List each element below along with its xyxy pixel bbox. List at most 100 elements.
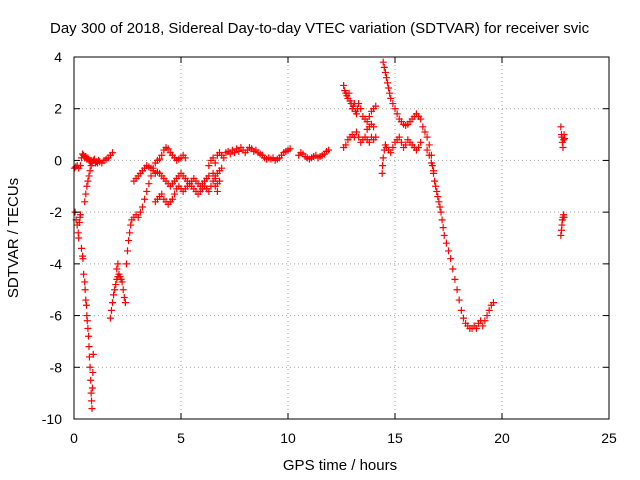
data-point <box>89 368 97 376</box>
data-point <box>181 154 189 162</box>
data-point <box>113 265 121 273</box>
data-point <box>559 144 567 151</box>
data-point <box>141 195 149 203</box>
data-point <box>231 149 238 157</box>
data-point <box>384 79 392 87</box>
data-point <box>85 172 93 180</box>
data-point <box>88 405 96 413</box>
data-point <box>87 389 95 397</box>
data-point <box>84 325 92 332</box>
data-point <box>483 312 491 320</box>
data-point <box>479 322 487 330</box>
data-point <box>112 281 120 289</box>
y-tick-label: -8 <box>50 359 63 375</box>
data-point <box>81 198 89 206</box>
data-point <box>119 286 127 294</box>
data-point <box>447 255 455 263</box>
data-point <box>87 162 95 170</box>
data-point <box>75 218 83 226</box>
data-point <box>421 128 429 136</box>
x-tick-label: 5 <box>177 430 185 446</box>
data-point <box>72 163 80 171</box>
data-point <box>386 89 394 97</box>
data-point <box>389 100 397 108</box>
data-point <box>85 332 93 340</box>
data-point <box>379 162 387 170</box>
data-point <box>158 190 166 198</box>
data-point <box>156 155 164 163</box>
data-point <box>87 376 95 384</box>
tick-labels: 0 5 10 15 20 25 -10 -8 -6 -4 -2 0 2 4 <box>42 49 617 446</box>
y-tick-label: 4 <box>54 49 62 65</box>
data-point <box>109 149 117 157</box>
data-point <box>79 255 87 263</box>
data-point <box>435 198 443 206</box>
data-points <box>70 58 568 413</box>
data-point <box>557 231 565 239</box>
data-point <box>381 69 389 77</box>
data-point <box>226 150 234 158</box>
data-point <box>438 216 446 224</box>
data-point <box>417 138 425 146</box>
data-point <box>145 180 153 188</box>
x-tick-label: 0 <box>70 430 78 446</box>
data-point <box>379 154 387 162</box>
data-point <box>560 134 568 142</box>
y-tick-label: 2 <box>54 101 62 117</box>
x-tick-label: 10 <box>280 430 296 446</box>
data-point <box>365 112 373 120</box>
data-point <box>143 187 151 195</box>
data-point <box>134 213 142 221</box>
data-point <box>88 384 96 392</box>
data-point <box>557 123 565 131</box>
data-point <box>235 147 243 155</box>
data-point <box>378 169 386 177</box>
data-point <box>147 172 155 180</box>
y-tick-label: -4 <box>50 256 63 272</box>
data-point <box>138 203 146 211</box>
data-point <box>205 162 213 170</box>
plot-frame <box>73 56 610 420</box>
data-point <box>395 133 403 141</box>
x-tick-label: 20 <box>494 430 510 446</box>
data-point <box>423 133 431 141</box>
data-point <box>432 182 440 190</box>
data-point <box>387 94 395 102</box>
data-point <box>449 265 457 273</box>
data-point <box>120 293 128 301</box>
data-point <box>391 105 399 113</box>
data-point <box>118 278 126 286</box>
data-point <box>121 299 129 307</box>
data-point <box>86 363 94 371</box>
data-point <box>365 138 373 146</box>
data-point <box>136 208 144 216</box>
data-point <box>439 224 447 232</box>
data-point <box>126 229 134 237</box>
data-point <box>213 187 221 195</box>
y-axis-label: SDTVAR / TECUs <box>5 178 22 298</box>
data-point <box>122 260 130 268</box>
data-point <box>171 190 179 198</box>
data-point <box>325 146 333 154</box>
data-point <box>86 167 94 175</box>
data-point <box>211 182 219 190</box>
data-point <box>415 144 423 151</box>
data-point <box>286 145 294 153</box>
data-point <box>124 247 131 255</box>
y-tick-label: -6 <box>50 308 63 324</box>
data-point <box>481 317 489 325</box>
y-tick-label: 0 <box>54 152 62 168</box>
data-point <box>75 234 83 242</box>
data-point <box>355 133 363 141</box>
data-point <box>85 353 93 361</box>
y-tick-label: -10 <box>42 411 62 427</box>
data-point <box>417 115 425 123</box>
data-point <box>380 63 388 71</box>
data-point <box>218 164 226 172</box>
data-point <box>114 260 122 268</box>
data-point <box>427 159 435 167</box>
data-point <box>372 102 380 110</box>
data-point <box>109 299 117 307</box>
data-point <box>389 144 397 151</box>
